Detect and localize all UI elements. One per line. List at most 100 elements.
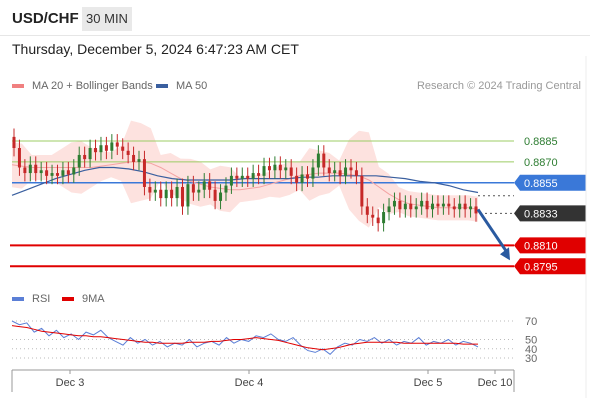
header-bar: USD/CHF 30 MIN <box>0 0 590 36</box>
candle-body <box>186 184 190 207</box>
level-tag-support <box>514 237 586 254</box>
candle-body <box>403 203 407 210</box>
candle-body <box>463 203 467 210</box>
candle-body <box>431 203 435 210</box>
x-tick-label: Dec 5 <box>414 377 443 389</box>
candle-body <box>382 212 386 224</box>
candle-body <box>28 164 32 174</box>
rsi-series-9ma <box>11 325 478 351</box>
candle-body <box>159 189 163 199</box>
level-label: 0.8855 <box>524 178 558 190</box>
candle-body <box>99 145 103 153</box>
candle-body <box>77 154 81 168</box>
candle-body <box>311 167 315 179</box>
level-label: 0.8833 <box>524 208 558 220</box>
candle-body <box>132 154 136 162</box>
candle-body <box>398 200 402 210</box>
ma50-label: MA 50 <box>176 80 208 92</box>
candle-body <box>289 167 293 176</box>
candle-body <box>224 185 228 193</box>
datetime-label: Thursday, December 5, 2024 6:47:23 AM CE… <box>12 41 299 57</box>
candle-body <box>306 174 310 179</box>
candle-body <box>436 203 440 207</box>
candle-body <box>34 164 38 174</box>
level-tag-current <box>514 205 586 222</box>
candle-body <box>175 186 179 199</box>
candle-body <box>295 175 299 183</box>
rsi-label: RSI <box>32 293 51 305</box>
candle-body <box>55 173 59 176</box>
candle-body <box>164 189 168 199</box>
candle-body <box>153 189 157 193</box>
candle-body <box>251 173 255 179</box>
candle-body <box>267 166 271 171</box>
legend-ma20: MA 20 + Bollinger Bands <box>12 80 153 92</box>
ma50-swatch <box>156 84 168 89</box>
9ma-label: 9MA <box>82 293 105 305</box>
candle-body <box>72 167 76 175</box>
ma20-label: MA 20 + Bollinger Bands <box>32 80 153 92</box>
candle-body <box>257 173 261 176</box>
candle-body <box>338 170 342 176</box>
legend-9ma: 9MA <box>62 293 105 305</box>
rsi-tick-label: 50 <box>525 335 537 347</box>
candle-body <box>387 206 391 213</box>
candle-body <box>333 170 337 174</box>
candle-body <box>229 175 233 186</box>
candle-body <box>344 167 348 176</box>
candle-body <box>452 206 456 210</box>
candle-body <box>360 175 364 207</box>
legend-ma50: MA 50 <box>156 80 207 92</box>
level-label: 0.8885 <box>524 136 558 148</box>
level-label: 0.8810 <box>524 240 558 252</box>
candle-body <box>50 173 54 176</box>
candle-body <box>284 167 288 171</box>
x-tick-label: Dec 3 <box>56 377 85 389</box>
candle-body <box>180 186 184 207</box>
candle-body <box>197 189 201 193</box>
9ma-swatch <box>62 297 74 302</box>
candle-body <box>170 189 174 199</box>
candle-body <box>45 170 49 176</box>
candle-body <box>376 217 380 224</box>
rsi-swatch <box>12 297 24 302</box>
candle-body <box>12 136 16 149</box>
candle-body <box>409 203 413 210</box>
candle-body <box>115 142 119 147</box>
candle-body <box>322 153 326 168</box>
candle-body <box>110 142 114 151</box>
candle-body <box>126 150 130 155</box>
candle-body <box>441 203 445 207</box>
timeframe-button[interactable]: 30 MIN <box>82 7 132 31</box>
level-tag-support <box>514 258 586 275</box>
candle-body <box>469 206 473 210</box>
candle-body <box>191 184 195 193</box>
candle-body <box>278 164 282 171</box>
candle-body <box>142 159 146 187</box>
rsi-tick-label: 70 <box>525 316 537 328</box>
rsi-tick-label: 40 <box>525 344 537 356</box>
candle-body <box>66 170 70 175</box>
candle-body <box>300 174 304 183</box>
level-label: 0.8870 <box>524 157 558 169</box>
candle-body <box>246 175 250 179</box>
candle-body <box>240 175 244 179</box>
candle-body <box>104 145 108 151</box>
candle-body <box>420 200 424 207</box>
x-tick-label: Dec 10 <box>478 377 513 389</box>
candle-body <box>88 148 92 160</box>
candle-body <box>327 167 331 174</box>
candle-body <box>354 170 358 176</box>
candle-body <box>39 170 43 174</box>
candle-body <box>262 166 266 176</box>
candle-body <box>202 181 206 190</box>
candle-body <box>219 192 223 201</box>
candle-body <box>83 154 87 160</box>
candle-body <box>447 203 451 207</box>
candle-body <box>316 153 320 168</box>
candle-body <box>273 164 277 171</box>
candle-body <box>371 214 375 218</box>
credit-text: Research © 2024 Trading Central <box>416 80 581 92</box>
candle-body <box>392 200 396 207</box>
